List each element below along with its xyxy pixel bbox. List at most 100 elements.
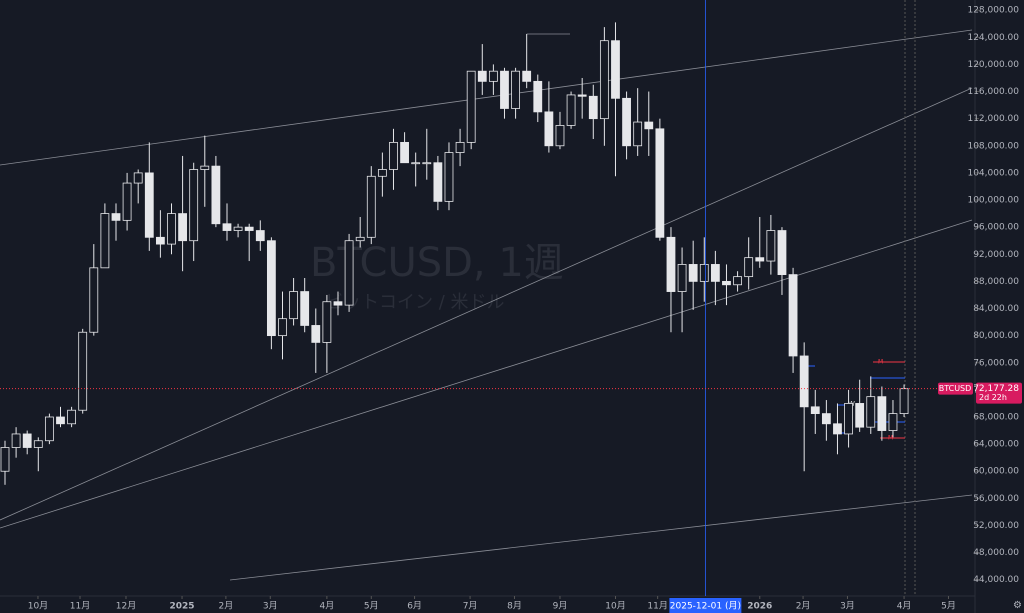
candle-body bbox=[377, 169, 387, 177]
candle-body bbox=[866, 396, 876, 428]
candle-body bbox=[144, 172, 154, 238]
y-tick-label: 60,000.00 bbox=[973, 467, 1019, 477]
candle-body bbox=[211, 165, 221, 225]
candle-body bbox=[433, 162, 443, 202]
candle-body bbox=[133, 172, 143, 184]
y-tick-label: 100,000.00 bbox=[967, 196, 1019, 206]
candle-body bbox=[422, 162, 432, 165]
candle-body bbox=[677, 264, 687, 292]
candle-body bbox=[566, 94, 576, 126]
candle-body bbox=[100, 213, 110, 269]
y-tick-label: 120,000.00 bbox=[967, 60, 1019, 70]
y-tick-label: 112,000.00 bbox=[967, 114, 1019, 124]
watermark-subtitle: ビットコイン / 米ドル bbox=[325, 292, 505, 313]
candle-body bbox=[899, 388, 909, 415]
x-tick-label: 10月 bbox=[28, 601, 48, 612]
candle-body bbox=[67, 409, 76, 425]
annotation: M bbox=[878, 359, 883, 366]
countdown: 2d 22h bbox=[979, 393, 1007, 402]
candle-body bbox=[266, 240, 276, 337]
candle-body bbox=[200, 165, 210, 170]
x-tick-label: 9月 bbox=[553, 601, 568, 612]
symbol-label: BTCUSD bbox=[939, 384, 972, 393]
candle-body bbox=[622, 97, 631, 147]
candle-body bbox=[244, 226, 254, 231]
candle-body bbox=[289, 291, 298, 320]
candle-body bbox=[444, 152, 454, 202]
y-tick-label: 104,000.00 bbox=[967, 168, 1019, 178]
candle-body bbox=[833, 423, 842, 435]
x-tick-label: 8月 bbox=[507, 601, 522, 612]
candle-body bbox=[688, 264, 698, 282]
candle-body bbox=[366, 175, 376, 238]
last-price-label: 72,177.28 bbox=[973, 384, 1019, 394]
y-tick-label: 64,000.00 bbox=[973, 440, 1019, 450]
y-tick-label: 108,000.00 bbox=[967, 141, 1019, 151]
candle-body bbox=[744, 257, 754, 278]
candle-body bbox=[0, 447, 10, 472]
x-tick-label: 2月 bbox=[219, 601, 234, 612]
settings-icon[interactable]: ⚙ bbox=[1013, 600, 1022, 611]
y-tick-label: 88,000.00 bbox=[973, 277, 1019, 287]
candle-body bbox=[155, 236, 165, 245]
candle-body bbox=[599, 40, 609, 120]
candle-body bbox=[722, 280, 731, 286]
annotation: M bbox=[888, 435, 893, 442]
candle-body bbox=[544, 111, 554, 147]
x-tick-label: 12月 bbox=[116, 601, 136, 612]
y-tick-label: 68,000.00 bbox=[973, 412, 1019, 422]
candle-body bbox=[278, 318, 287, 337]
x-tick-label: 2026 bbox=[747, 602, 772, 612]
candle-body bbox=[577, 94, 587, 97]
candle-body bbox=[844, 403, 853, 435]
symbol-box bbox=[938, 382, 973, 395]
candle-body bbox=[22, 433, 32, 448]
y-tick-label: 48,000.00 bbox=[973, 548, 1019, 558]
y-tick-label: 116,000.00 bbox=[967, 87, 1019, 97]
candle-body bbox=[189, 169, 199, 242]
candle-body bbox=[400, 141, 409, 164]
x-tick-label: 5月 bbox=[941, 601, 956, 612]
x-tick-label: 4月 bbox=[897, 601, 912, 612]
candle-body bbox=[466, 70, 476, 143]
candle-body bbox=[500, 70, 509, 109]
candle-body bbox=[733, 276, 742, 286]
candle-body bbox=[78, 331, 88, 411]
candle-body bbox=[877, 396, 887, 431]
candle-body bbox=[167, 213, 176, 245]
candle-body bbox=[644, 121, 654, 130]
x-tick-label: 2025 bbox=[170, 602, 195, 612]
candle-body bbox=[788, 274, 798, 357]
candle-body bbox=[810, 406, 820, 415]
y-tick-label: 56,000.00 bbox=[973, 494, 1019, 504]
candle-body bbox=[333, 301, 343, 306]
candle-body bbox=[300, 291, 310, 326]
candle-body bbox=[855, 403, 865, 428]
candle-body bbox=[777, 230, 787, 276]
candle-body bbox=[33, 440, 43, 448]
candle-body bbox=[44, 416, 54, 442]
candle-body bbox=[799, 355, 809, 408]
x-tick-label: 3月 bbox=[840, 601, 855, 612]
candle-body bbox=[555, 125, 565, 147]
candle-body bbox=[233, 226, 243, 231]
candle-body bbox=[255, 230, 265, 242]
x-tick-label: 7月 bbox=[463, 601, 478, 612]
candle-body bbox=[178, 213, 187, 242]
crosshair-label: 2025-12-01 (月) bbox=[670, 601, 741, 612]
candle-body bbox=[710, 264, 720, 282]
candle-body bbox=[222, 223, 232, 231]
candle-body bbox=[699, 264, 709, 282]
candle-body bbox=[389, 141, 398, 170]
y-tick-label: 128,000.00 bbox=[967, 6, 1019, 16]
candle-body bbox=[611, 40, 620, 99]
candle-body bbox=[89, 267, 99, 333]
candle-body bbox=[633, 121, 643, 147]
candle-body bbox=[411, 162, 421, 165]
candle-body bbox=[755, 257, 765, 262]
candle-body bbox=[655, 128, 665, 238]
candle-body bbox=[888, 413, 898, 431]
candle-body bbox=[455, 141, 465, 153]
x-tick-label: 4月 bbox=[320, 601, 335, 612]
y-tick-label: 96,000.00 bbox=[973, 223, 1019, 233]
